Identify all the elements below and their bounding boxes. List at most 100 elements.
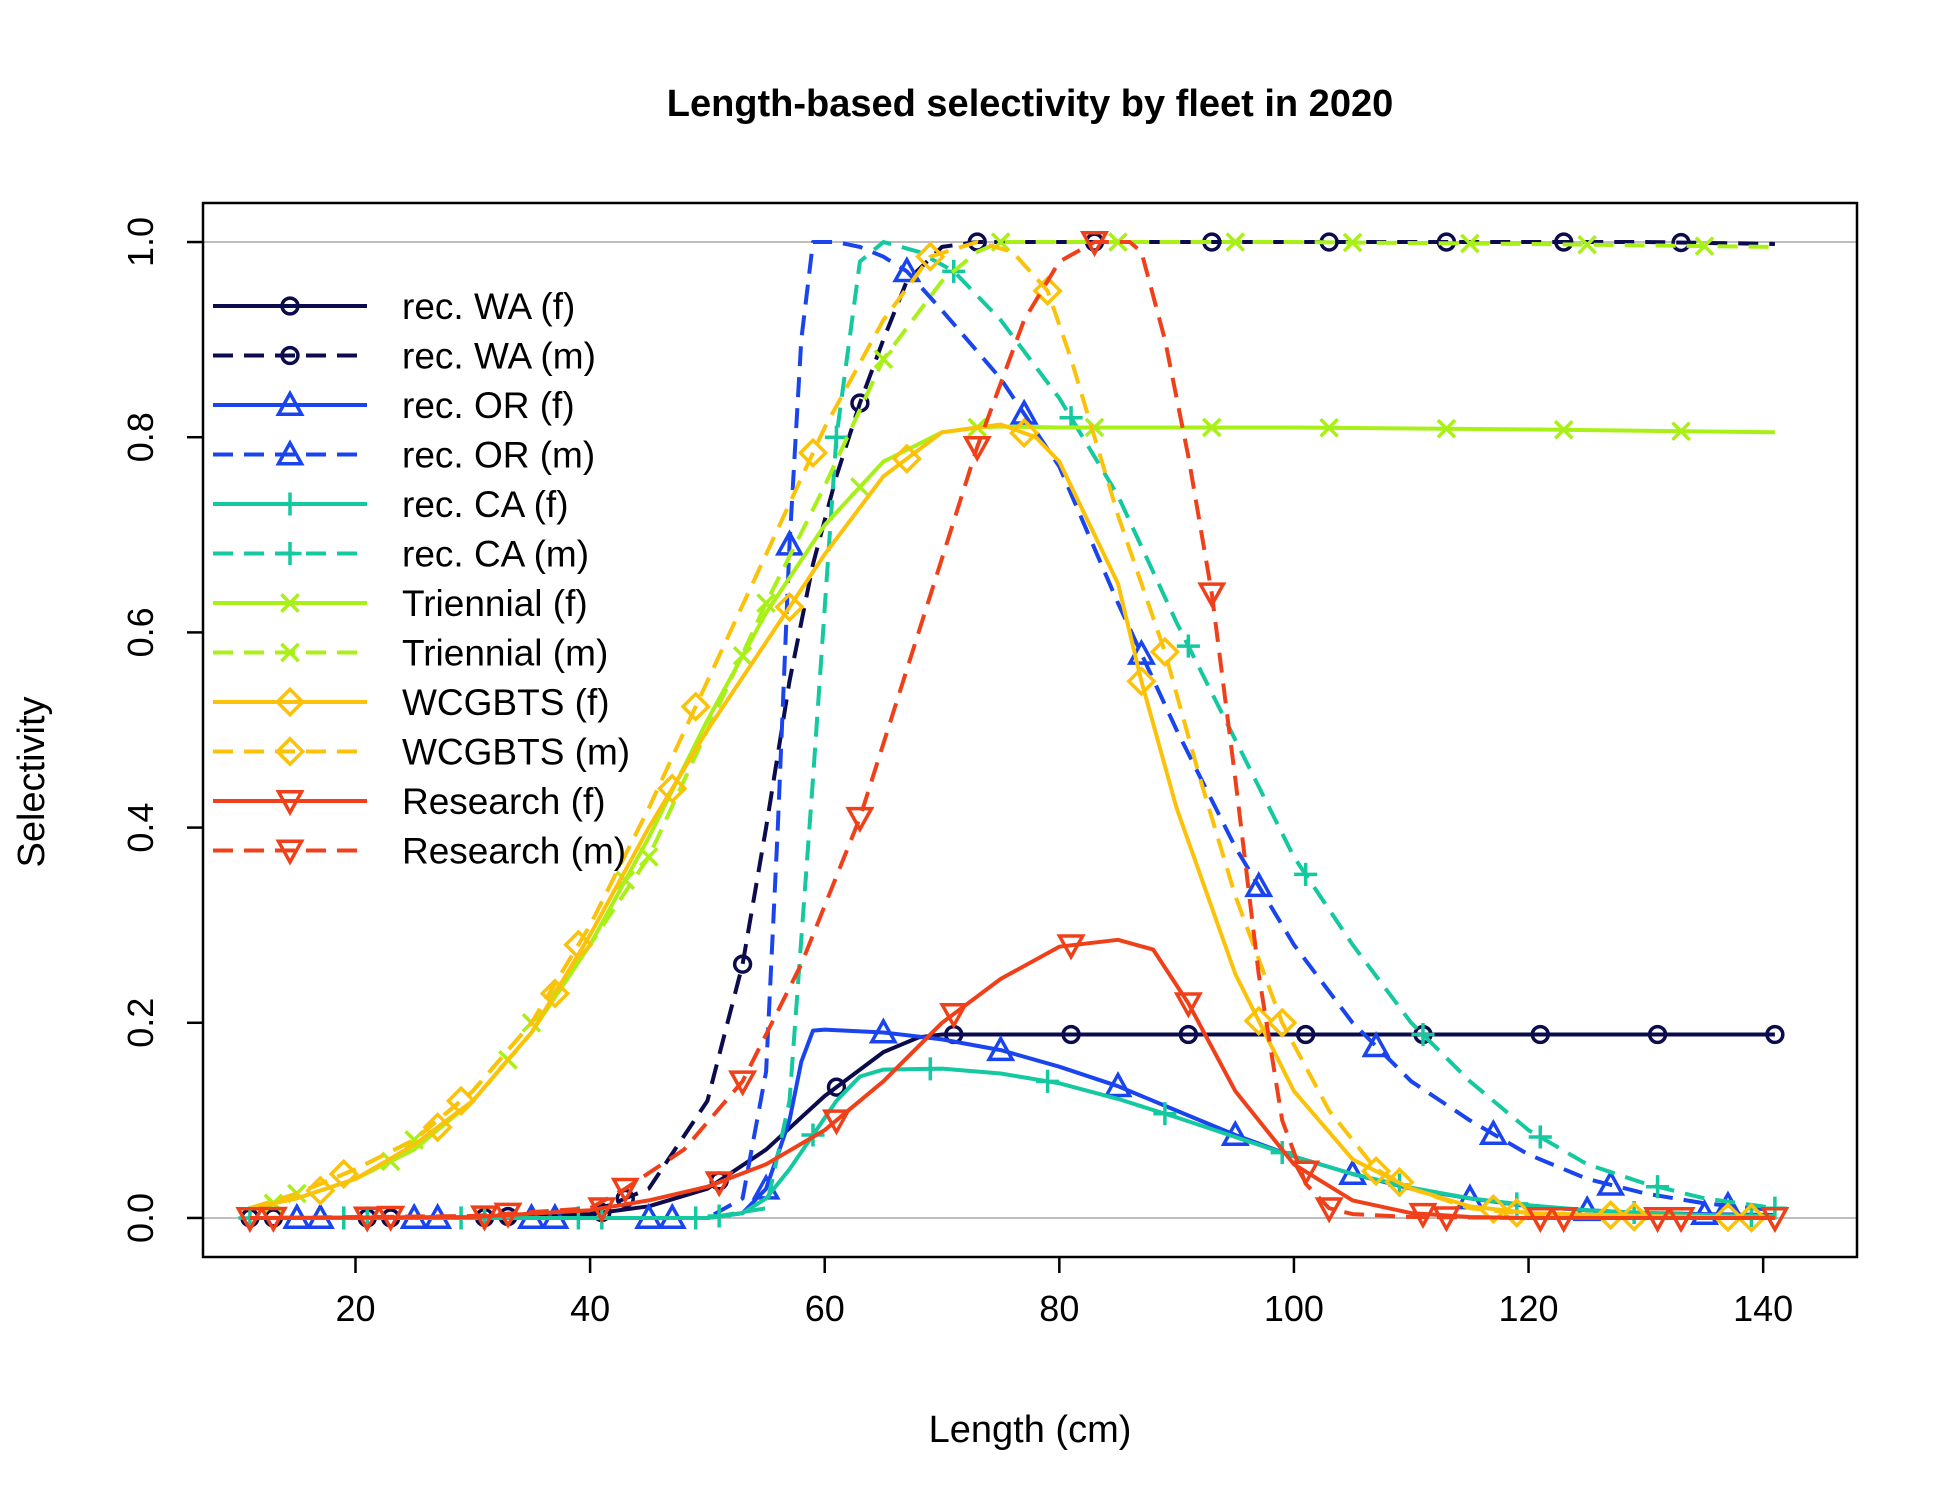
data-point [1411, 1022, 1435, 1047]
legend-marker [275, 389, 305, 416]
legend-item-4: rec. CA (f) [213, 484, 569, 525]
data-point [1765, 1024, 1785, 1045]
legend-item-7: Triennial (m) [213, 633, 608, 674]
data-point [328, 1158, 359, 1190]
data-point [1267, 1007, 1298, 1038]
legend-label: Triennial (m) [402, 633, 608, 674]
data-point [1009, 398, 1039, 425]
data-point [638, 847, 659, 867]
data-point [1061, 1024, 1081, 1045]
data-point [422, 1112, 453, 1143]
data-point [845, 806, 875, 833]
chart-title: Length-based selectivity by fleet in 202… [667, 83, 1393, 125]
legend-marker [280, 642, 300, 663]
legend-marker [274, 686, 306, 718]
data-point [1666, 1206, 1696, 1234]
data-point [1360, 1155, 1392, 1187]
data-point [1595, 1200, 1626, 1231]
y-axis-label: Selectivity [11, 696, 53, 867]
legend-item-6: Triennial (f) [213, 583, 588, 624]
data-point [1647, 1024, 1668, 1045]
data-point [1361, 1031, 1391, 1058]
data-point [962, 435, 992, 463]
data-point [1384, 1167, 1415, 1198]
data-point [1036, 1069, 1060, 1093]
data-point [1294, 862, 1318, 886]
data-point [732, 954, 753, 974]
data-point [1197, 582, 1227, 609]
data-point [1646, 1175, 1670, 1199]
legend-label: rec. CA (f) [402, 484, 569, 525]
data-point [728, 1070, 758, 1097]
data-point [445, 1085, 477, 1116]
legend-label: Triennial (f) [402, 583, 588, 624]
legend-marker [280, 296, 300, 316]
data-point [1596, 1169, 1626, 1196]
legend-marker [278, 541, 302, 566]
data-point [1408, 1202, 1438, 1230]
data-point [1244, 870, 1274, 898]
data-point [1554, 232, 1574, 252]
data-point [1528, 1125, 1552, 1149]
series-9 [249, 240, 1775, 1233]
legend-label: rec. CA (m) [402, 534, 589, 575]
legend-label: rec. OR (m) [402, 435, 595, 476]
x-tick-label: 140 [1733, 1288, 1793, 1329]
series-2 [249, 1017, 1775, 1229]
data-point [868, 1017, 898, 1044]
data-point [1478, 1193, 1509, 1225]
data-point [1059, 406, 1083, 430]
legend-label: rec. WA (f) [402, 286, 575, 327]
legend-label: Research (f) [402, 781, 606, 822]
x-tick-label: 40 [570, 1288, 610, 1329]
data-point [797, 437, 829, 468]
data-point [1319, 417, 1339, 438]
legend-label: Research (m) [402, 831, 626, 872]
data-point [892, 256, 922, 283]
y-tick-label: 0.0 [120, 1193, 161, 1243]
data-point [657, 773, 688, 804]
data-point [1530, 1024, 1550, 1045]
data-point [1084, 417, 1105, 438]
data-point [258, 1206, 288, 1233]
legend: rec. WA (f) rec. WA (m) rec. OR (f) rec. OR… [213, 286, 630, 872]
series-line [249, 240, 1775, 1220]
data-point [1314, 1197, 1344, 1224]
data-point [1079, 231, 1110, 258]
data-point [1342, 232, 1363, 253]
data-point [1178, 1024, 1199, 1045]
series-line [249, 937, 1775, 1220]
data-point [824, 425, 848, 449]
data-point [1009, 417, 1040, 449]
y-tick-label: 0.2 [120, 998, 161, 1048]
data-point [1056, 934, 1086, 961]
data-point [1478, 1118, 1508, 1146]
y-tick-label: 1.0 [120, 217, 161, 267]
data-point [610, 1177, 640, 1204]
data-point [1149, 636, 1181, 668]
legend-label: rec. WA (m) [402, 336, 596, 377]
series-line [249, 240, 1776, 1220]
legend-item-3: rec. OR (m) [213, 435, 595, 476]
data-point [1153, 1102, 1177, 1126]
series-10 [235, 934, 1790, 1234]
data-point [1173, 992, 1203, 1019]
legend-marker [280, 345, 300, 366]
series-line [249, 1066, 1775, 1220]
series-6 [249, 417, 1775, 1214]
data-point [493, 1202, 523, 1229]
data-point [1032, 275, 1063, 306]
legend-label: WCGBTS (m) [402, 732, 630, 773]
data-point [1202, 417, 1222, 438]
data-point [1760, 1206, 1790, 1234]
legend-label: WCGBTS (f) [402, 682, 610, 723]
data-point [704, 1171, 734, 1198]
x-tick-label: 80 [1039, 1288, 1079, 1329]
legend-item-5: rec. CA (m) [213, 534, 589, 575]
data-point [1577, 234, 1598, 255]
data-point [1694, 236, 1715, 256]
series-line [249, 1032, 1775, 1220]
legend-marker [275, 439, 305, 466]
x-tick-label: 100 [1264, 1288, 1324, 1329]
legend-item-9: WCGBTS (m) [213, 732, 630, 773]
